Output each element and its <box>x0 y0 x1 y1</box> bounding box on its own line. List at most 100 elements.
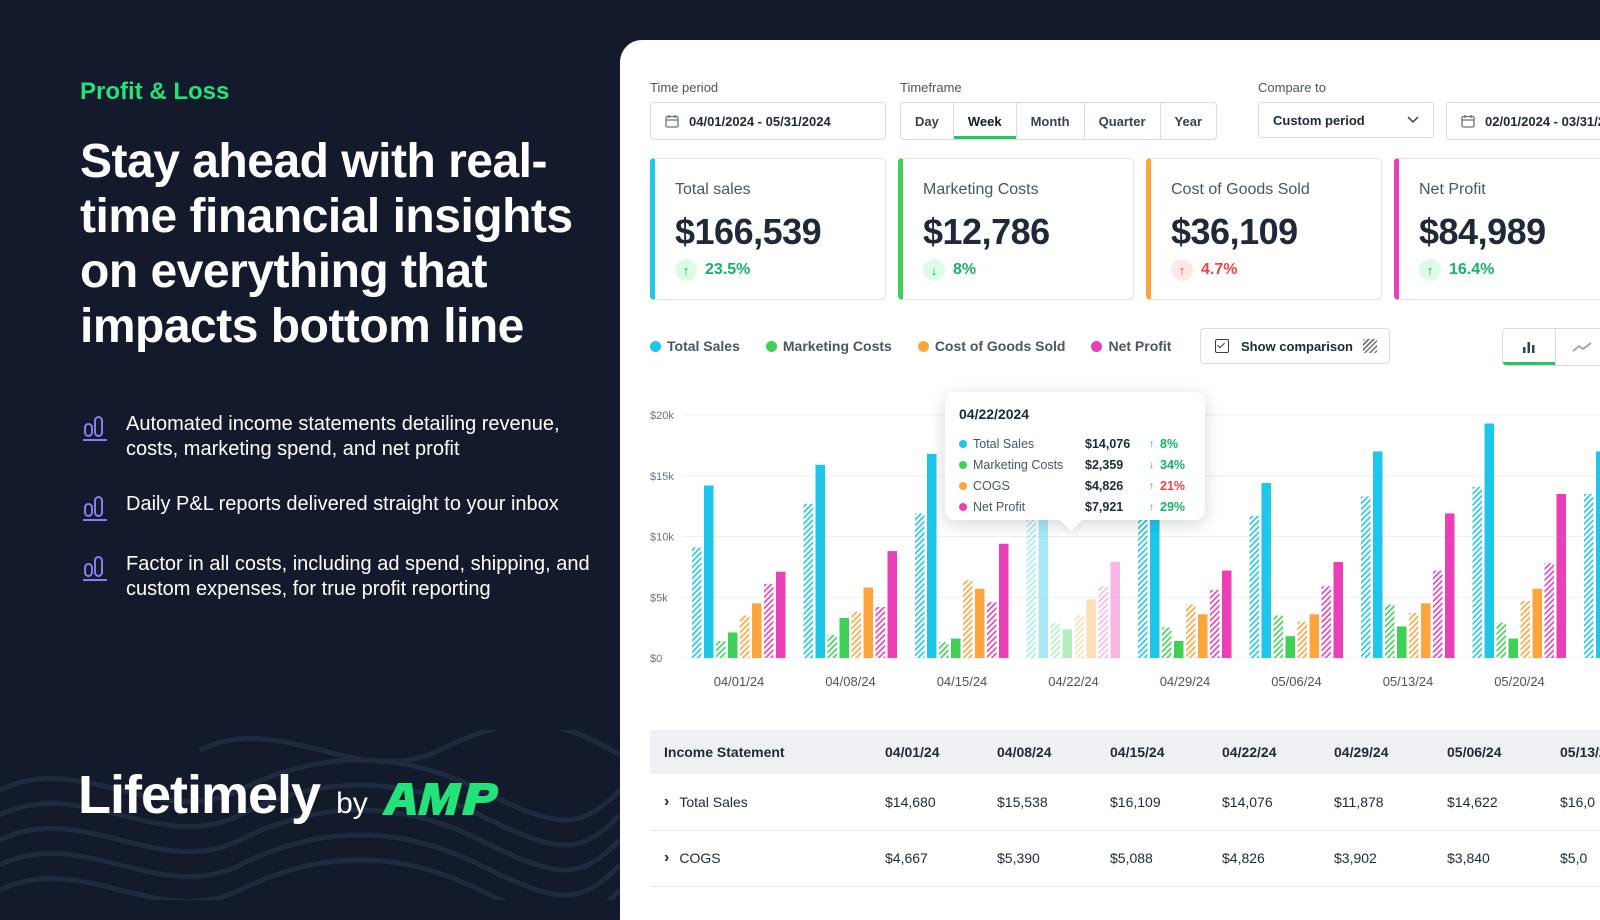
bar-comparison-marketing-costs[interactable] <box>1050 622 1061 658</box>
bar-comparison-net-profit[interactable] <box>1433 570 1443 658</box>
bar-comparison-marketing-costs[interactable] <box>827 634 838 658</box>
bar-net-profit[interactable] <box>1110 561 1121 658</box>
timeframe-option-week[interactable]: Week <box>954 103 1017 139</box>
tooltip-row: Total Sales $14,076 ↑ 8% <box>959 434 1199 454</box>
bar-comparison-cost-of-goods-sold[interactable] <box>740 615 750 658</box>
bar-net-profit[interactable] <box>887 551 898 658</box>
legend-item-cogs[interactable]: Cost of Goods Sold <box>917 338 1065 354</box>
bar-total-sales[interactable] <box>704 485 714 658</box>
bar-cost-of-goods-sold[interactable] <box>975 588 985 658</box>
bar-marketing-costs[interactable] <box>728 632 738 658</box>
bar-comparison-total-sales[interactable] <box>1249 515 1260 658</box>
bar-net-profit[interactable] <box>1333 562 1344 658</box>
bar-comparison-net-profit[interactable] <box>875 606 886 658</box>
table-cell: $4,826 <box>1222 850 1265 866</box>
legend-item-total-sales[interactable]: Total Sales <box>650 338 740 354</box>
bar-marketing-costs[interactable] <box>839 617 850 658</box>
bar-comparison-cost-of-goods-sold[interactable] <box>1074 615 1085 658</box>
feature-item: Factor in all costs, including ad spend,… <box>80 552 600 602</box>
bar-comparison-marketing-costs[interactable] <box>939 642 949 658</box>
legend-item-marketing-costs[interactable]: Marketing Costs <box>765 338 892 354</box>
bar-net-profit[interactable] <box>1222 570 1232 658</box>
table-row[interactable]: › COGS $4,667 $5,390 $5,088 $4,826 $3,902… <box>650 830 1600 887</box>
bar-cost-of-goods-sold[interactable] <box>1198 614 1208 658</box>
bar-comparison-cost-of-goods-sold[interactable] <box>1520 600 1531 658</box>
bar-total-sales[interactable] <box>1261 483 1272 658</box>
bar-cost-of-goods-sold[interactable] <box>1309 614 1320 658</box>
bar-comparison-total-sales[interactable] <box>915 513 925 658</box>
timeframe-option-month[interactable]: Month <box>1017 103 1085 139</box>
row-label[interactable]: › Total Sales <box>664 774 748 830</box>
timeframe-option-year[interactable]: Year <box>1174 113 1203 129</box>
y-tick-label: $20k <box>650 410 674 422</box>
kpi-net-profit-card[interactable]: Net Profit $84,989 ↑ 16.4% <box>1394 158 1600 300</box>
kpi-change: ↓ 8% <box>923 259 976 281</box>
kpi-cogs-card[interactable]: Cost of Goods Sold $36,109 ↑ 4.7% <box>1146 158 1382 300</box>
x-tick-label: 05/06/24 <box>1271 674 1322 689</box>
kpi-marketing-costs-card[interactable]: Marketing Costs $12,786 ↓ 8% <box>898 158 1134 300</box>
bar-comparison-total-sales[interactable] <box>803 503 814 658</box>
bar-comparison-marketing-costs[interactable] <box>1385 604 1395 658</box>
bar-cost-of-goods-sold[interactable] <box>863 587 874 658</box>
bar-total-sales[interactable] <box>927 453 937 658</box>
bar-marketing-costs[interactable] <box>1508 638 1519 658</box>
bar-comparison-total-sales[interactable] <box>1584 493 1594 658</box>
tooltip-change-value: 21% <box>1160 479 1186 493</box>
show-comparison-toggle[interactable]: Show comparison <box>1200 328 1390 364</box>
bar-total-sales[interactable] <box>1038 486 1049 658</box>
bar-marketing-costs[interactable] <box>1397 626 1407 658</box>
bar-cost-of-goods-sold[interactable] <box>1532 588 1543 658</box>
bar-total-sales[interactable] <box>815 464 826 658</box>
timeframe-option-day[interactable]: Day <box>901 103 954 139</box>
bar-view-button[interactable] <box>1503 329 1556 365</box>
time-period-picker[interactable]: 04/01/2024 - 05/31/2024 <box>650 102 886 140</box>
bar-total-sales[interactable] <box>1150 486 1160 658</box>
bar-comparison-cost-of-goods-sold[interactable] <box>963 580 973 658</box>
bar-cost-of-goods-sold[interactable] <box>752 603 762 658</box>
time-period-value: 04/01/2024 - 05/31/2024 <box>689 113 831 129</box>
compare-to-select[interactable]: Custom period <box>1258 102 1434 138</box>
bar-comparison-net-profit[interactable] <box>987 602 997 658</box>
kpi-total-sales-card[interactable]: Total sales $166,539 ↑ 23.5% <box>650 158 886 300</box>
bar-comparison-marketing-costs[interactable] <box>1162 627 1172 658</box>
bar-comparison-total-sales[interactable] <box>1138 517 1148 658</box>
bar-marketing-costs[interactable] <box>1062 629 1073 658</box>
line-view-button[interactable] <box>1556 329 1600 365</box>
bar-comparison-cost-of-goods-sold[interactable] <box>1409 613 1419 658</box>
bar-comparison-net-profit[interactable] <box>1544 563 1555 658</box>
bar-marketing-costs[interactable] <box>951 638 961 658</box>
bar-comparison-marketing-costs[interactable] <box>1273 615 1284 658</box>
bar-total-sales[interactable] <box>1484 423 1495 658</box>
bar-comparison-marketing-costs[interactable] <box>716 640 726 658</box>
bar-comparison-cost-of-goods-sold[interactable] <box>851 611 862 658</box>
bar-comparison-net-profit[interactable] <box>764 583 774 658</box>
timeframe-option-quarter[interactable]: Quarter <box>1085 103 1161 139</box>
legend-item-net-profit[interactable]: Net Profit <box>1091 338 1171 354</box>
table-row[interactable]: › Total Sales $14,680 $15,538 $16,109 $14… <box>650 774 1600 831</box>
timeframe-label: Timeframe <box>900 80 962 95</box>
bar-net-profit[interactable] <box>776 571 786 658</box>
bar-cost-of-goods-sold[interactable] <box>1421 603 1431 658</box>
bar-comparison-net-profit[interactable] <box>1098 586 1109 658</box>
bar-comparison-total-sales[interactable] <box>1472 486 1483 658</box>
bar-total-sales[interactable] <box>1373 451 1383 658</box>
bar-comparison-cost-of-goods-sold[interactable] <box>1186 604 1196 658</box>
x-tick-label: 04/01/24 <box>714 674 765 689</box>
bar-marketing-costs[interactable] <box>1285 636 1296 658</box>
bar-comparison-marketing-costs[interactable] <box>1496 622 1507 658</box>
bar-cost-of-goods-sold[interactable] <box>1086 599 1097 658</box>
bar-marketing-costs[interactable] <box>1174 640 1184 658</box>
bar-comparison-total-sales[interactable] <box>1361 496 1371 658</box>
calendar-icon <box>665 115 679 128</box>
compare-date-picker[interactable]: 02/01/2024 - 03/31/2024 <box>1446 102 1600 140</box>
bar-net-profit[interactable] <box>1556 493 1567 658</box>
bar-comparison-total-sales[interactable] <box>1026 517 1037 658</box>
bar-comparison-cost-of-goods-sold[interactable] <box>1297 621 1308 658</box>
bar-comparison-net-profit[interactable] <box>1210 589 1220 658</box>
row-label[interactable]: › COGS <box>664 830 721 886</box>
bar-net-profit[interactable] <box>1445 513 1455 658</box>
bar-total-sales[interactable] <box>1596 451 1600 658</box>
bar-net-profit[interactable] <box>999 543 1009 658</box>
bar-comparison-net-profit[interactable] <box>1321 586 1332 658</box>
bar-comparison-total-sales[interactable] <box>692 547 702 658</box>
